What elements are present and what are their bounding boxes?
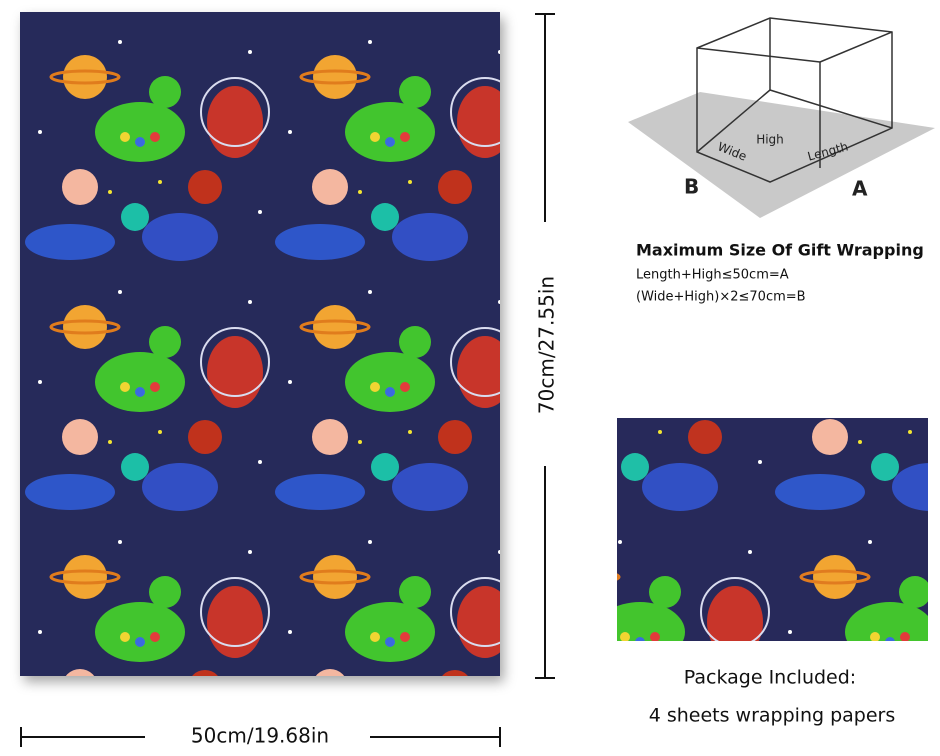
dimension-label: High xyxy=(756,133,784,147)
package-title: Package Included: xyxy=(684,667,856,689)
package-content: 4 sheets wrapping papers xyxy=(649,705,896,727)
wrapping-paper xyxy=(20,12,500,676)
corner-label: A xyxy=(852,177,868,201)
size-rule: (Wide+High)×2≤70cm=B xyxy=(636,290,806,305)
width-dimension xyxy=(20,727,501,747)
pattern-closeup xyxy=(617,418,928,641)
box-diagram: B A Wide High Length xyxy=(628,17,935,218)
height-label: 70cm/27.55in xyxy=(535,276,559,414)
size-rule: Length+High≤50cm=A xyxy=(636,268,789,283)
corner-label: B xyxy=(684,175,699,199)
width-label: 50cm/19.68in xyxy=(191,724,329,748)
size-title: Maximum Size Of Gift Wrapping xyxy=(636,241,924,260)
height-dimension xyxy=(535,13,555,679)
